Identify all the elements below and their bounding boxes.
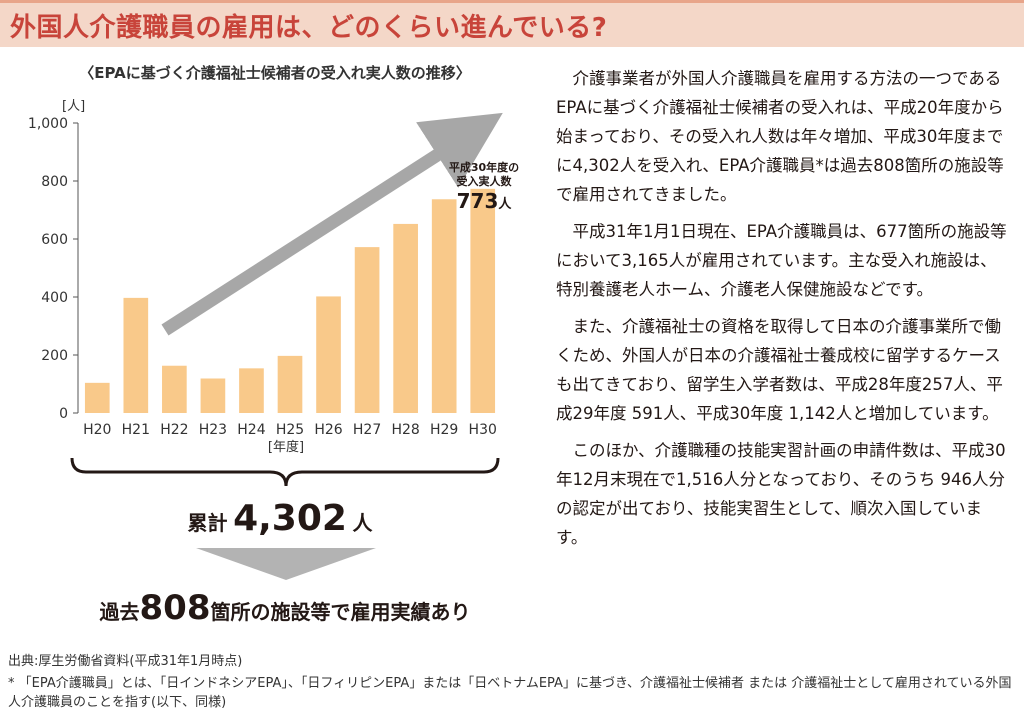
annotation-value: 773人 bbox=[457, 189, 513, 213]
x-tick-label: H30 bbox=[469, 422, 497, 438]
x-tick-label: H23 bbox=[199, 422, 227, 438]
bar-H22 bbox=[162, 365, 187, 413]
title-band: 外国人介護職員の雇用は、どのくらい進んでいる? bbox=[0, 0, 1024, 47]
page-title: 外国人介護職員の雇用は、どのくらい進んでいる? bbox=[10, 13, 608, 43]
bar-H25 bbox=[277, 355, 303, 413]
footnote: * 「EPA介護職員」とは、「日インドネシアEPA」、「日フィリピンEPA」また… bbox=[8, 676, 1012, 710]
x-tick-label: H24 bbox=[237, 422, 265, 438]
facilities-suffix: 箇所の施設等で雇用実績あり bbox=[210, 600, 471, 624]
x-tick-label: H22 bbox=[160, 422, 188, 438]
source-note: 出典:厚生労働省資料(平成31年1月時点) bbox=[8, 654, 243, 669]
trend-arrow bbox=[161, 112, 503, 336]
paragraph-3: また、介護福祉士の資格を取得して日本の介護事業所で働くため、外国人が日本の介護福… bbox=[556, 317, 1003, 423]
facilities-value: 808 bbox=[139, 588, 211, 628]
bar-H24 bbox=[239, 368, 264, 413]
x-tick-label: H28 bbox=[391, 422, 419, 438]
bar-H27 bbox=[354, 247, 380, 413]
total-unit: 人 bbox=[352, 511, 373, 535]
x-axis: H20 H21 H22 H23 H24 H25 H26 H27 H28 H29 H30 bbox=[83, 422, 497, 438]
x-tick-label: H21 bbox=[122, 422, 150, 438]
annotation-line2: 受入実人数 bbox=[457, 174, 513, 188]
bar-H29 bbox=[431, 199, 457, 413]
total-value: 4,302 bbox=[233, 498, 347, 539]
y-tick-label: 1,000 bbox=[28, 116, 68, 132]
annotation-line1: 平成30年度の bbox=[449, 160, 519, 174]
total-prefix: 累計 bbox=[187, 511, 228, 535]
x-tick-label: H29 bbox=[430, 422, 458, 438]
x-axis-label: [年度] bbox=[268, 439, 304, 455]
paragraph-1: 介護事業者が外国人介護職員を雇用する方法の一つであるEPAに基づく介護福祉士候補… bbox=[556, 69, 1004, 204]
y-tick-label: 800 bbox=[41, 174, 68, 190]
bar-H28 bbox=[393, 223, 418, 413]
bar-H20 bbox=[84, 382, 110, 413]
paragraph-4: このほか、介護職種の技能実習計画の申請件数は、平成30年12月末現在で1,516… bbox=[556, 441, 1006, 547]
y-axis: 0 200 400 600 800 1,000 bbox=[28, 116, 79, 422]
bar-H21 bbox=[123, 297, 149, 413]
bar-H23 bbox=[200, 378, 226, 413]
x-tick-label: H26 bbox=[314, 422, 342, 438]
annotation-number: 773 bbox=[457, 189, 499, 213]
paragraph-2: 平成31年1月1日現在、EPA介護職員は、677箇所の施設等において3,165人… bbox=[556, 222, 1007, 299]
bracket bbox=[70, 457, 500, 487]
x-tick-label: H25 bbox=[276, 422, 304, 438]
y-tick-label: 600 bbox=[41, 232, 68, 248]
bar-H30 bbox=[470, 188, 496, 413]
chart-title: 〈EPAに基づく介護福祉士候補者の受入れ実人数の推移〉 bbox=[79, 64, 471, 82]
x-tick-label: H27 bbox=[353, 422, 381, 438]
y-tick-label: 200 bbox=[41, 348, 68, 364]
annotation-unit: 人 bbox=[498, 196, 512, 212]
total-count: 累計 4,302 人 bbox=[160, 498, 400, 539]
y-axis-label: [人] bbox=[62, 99, 85, 114]
facilities-prefix: 過去 bbox=[99, 600, 140, 624]
y-tick-label: 0 bbox=[59, 406, 68, 422]
bar-H26 bbox=[316, 296, 341, 413]
down-arrow bbox=[196, 548, 376, 580]
body-text: 介護事業者が外国人介護職員を雇用する方法の一つであるEPAに基づく介護福祉士候補… bbox=[556, 64, 1011, 560]
x-tick-label: H20 bbox=[83, 422, 111, 438]
bar-series bbox=[84, 188, 496, 413]
y-tick-label: 400 bbox=[41, 290, 68, 306]
facilities-count: 過去808箇所の施設等で雇用実績あり bbox=[40, 588, 530, 628]
